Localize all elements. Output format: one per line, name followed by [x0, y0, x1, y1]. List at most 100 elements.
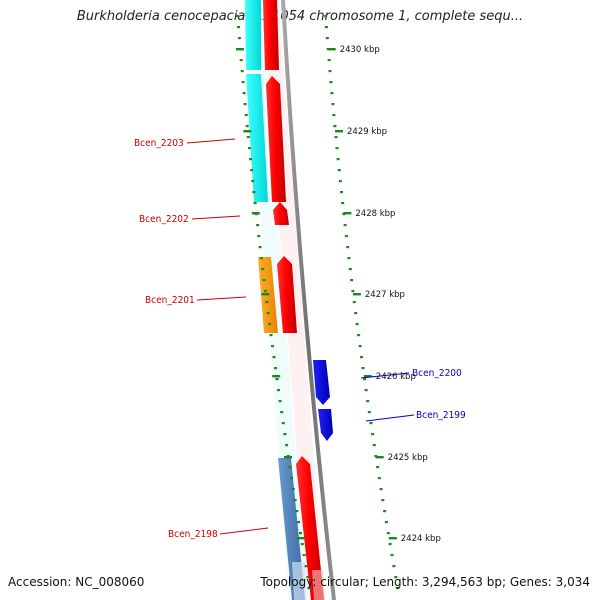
tick-dot-inner: [251, 180, 255, 183]
tick-major-outer: [335, 130, 343, 133]
tick-major-inner: [261, 293, 270, 296]
tick-dot-outer: [347, 257, 351, 260]
tick-dot-outer: [379, 488, 383, 491]
length-label: Length:: [372, 575, 419, 589]
tick-dot-inner: [295, 510, 299, 513]
tick-dot-inner: [299, 532, 302, 535]
cds-bcen-2204[interactable]: [263, 0, 279, 70]
genes-label: Genes:: [509, 575, 552, 589]
tick-dot-inner: [271, 345, 274, 348]
tick-label: 2427 kbp: [365, 290, 405, 300]
tick-dot-inner: [249, 158, 252, 161]
cds-bcen-2200[interactable]: [313, 360, 330, 405]
tick-dot-outer: [348, 268, 352, 271]
tick-dot-inner: [302, 554, 306, 557]
tick-dot-inner: [245, 125, 249, 128]
tick-dot-outer: [363, 378, 367, 381]
gene-label-bcen-2198[interactable]: Bcen_2198: [168, 529, 218, 540]
cds-bcen-2203[interactable]: [266, 76, 286, 202]
cds-bcen-2201[interactable]: [277, 256, 297, 333]
tick-dot-outer: [369, 422, 373, 425]
gene-label-bcen-2199[interactable]: Bcen_2199: [416, 410, 466, 421]
accession-label: Accession:: [8, 575, 72, 589]
tick-major-outer: [375, 456, 384, 459]
tick-dot-outer: [386, 532, 390, 535]
chromosome-backbone: [281, 0, 336, 600]
tick-dot-inner: [304, 565, 308, 568]
tick-dot-outer: [364, 389, 368, 392]
tick-major-inner: [272, 375, 281, 378]
tick-dot-outer: [338, 180, 342, 183]
topology-label: Topology:: [260, 575, 317, 589]
tick-major-outer: [352, 293, 361, 296]
tick-dot-outer: [358, 345, 362, 348]
tick-dot-inner: [288, 466, 292, 469]
tick-dot-outer: [331, 103, 335, 106]
tick-label: 2428 kbp: [355, 209, 395, 219]
tick-dot-inner: [259, 257, 263, 260]
tick-dot-outer: [336, 158, 340, 161]
tick-dot-outer: [372, 444, 376, 447]
cds-bcen-2198[interactable]: [296, 456, 325, 600]
tick-dot-outer: [381, 499, 385, 502]
tick-label: 2425 kbp: [388, 453, 428, 463]
tick-dot-outer: [383, 510, 387, 513]
tick-label: 2426 kbp: [376, 372, 416, 382]
tick-dot-outer: [377, 477, 381, 480]
tick-dot-inner: [247, 147, 251, 150]
tick-dot-inner: [290, 477, 294, 480]
tick-dot-inner: [239, 59, 243, 62]
tick-dot-outer: [333, 125, 337, 128]
tick-dot-outer: [371, 433, 375, 436]
gene-label-bcen-2203[interactable]: Bcen_2203: [134, 138, 184, 149]
tick-dot-inner: [275, 378, 279, 381]
tick-dot-outer: [334, 136, 338, 139]
tick-dot-outer: [384, 521, 388, 524]
tick-dot-outer: [376, 466, 380, 469]
tick-dot-inner: [285, 444, 289, 447]
tick-dot-inner: [236, 15, 240, 18]
tick-dot-outer: [340, 191, 343, 194]
tick-dot-outer: [335, 147, 339, 150]
tick-dot-inner: [262, 279, 266, 282]
gene-label-bcen-2200[interactable]: Bcen_2200: [412, 368, 462, 379]
tick-dot-inner: [256, 224, 260, 227]
tick-dot-outer: [390, 554, 394, 557]
tick-dot-outer: [337, 169, 341, 172]
tick-dot-inner: [246, 136, 250, 139]
feature-steelblue-bcen-2198[interactable]: [278, 458, 307, 600]
tick-major-outer: [388, 537, 397, 540]
tick-dot-outer: [388, 543, 392, 546]
cds-bcen-2202[interactable]: [273, 202, 289, 225]
tick-dot-inner: [257, 235, 261, 238]
tick-label: 2424 kbp: [401, 534, 441, 544]
tick-dots: [235, 15, 400, 590]
tick-dot-outer: [328, 70, 332, 73]
tick-dot-inner: [300, 543, 304, 546]
tick-dot-inner: [252, 191, 256, 194]
tick-dot-inner: [280, 411, 284, 414]
feature-cyan-bcen-2203[interactable]: [245, 0, 268, 202]
tick-dot-inner: [243, 103, 247, 106]
tick-dot-inner: [240, 70, 244, 73]
gene-label-bcen-2201[interactable]: Bcen_2201: [145, 295, 195, 306]
genes-value: 3,034: [555, 575, 590, 589]
tick-major-inner: [297, 537, 305, 540]
tick-dot-inner: [265, 301, 269, 304]
sequence-stats: Topology: circular; Length: 3,294,563 bp…: [260, 575, 590, 589]
tick-dot-inner: [241, 81, 245, 84]
tick-dot-inner: [258, 246, 262, 249]
tick-label: 2429 kbp: [347, 127, 387, 137]
tick-dot-outer: [343, 224, 347, 227]
tick-major-inner: [284, 456, 292, 459]
tick-dot-outer: [324, 26, 328, 29]
tick-dot-outer: [332, 114, 336, 117]
tick-dot-inner: [272, 356, 276, 359]
tick-labels: 2430 kbp 2429 kbp 2428 kbp 2427 kbp 2426 kbp…: [340, 45, 441, 544]
tick-dot-outer: [360, 356, 363, 359]
tick-dot-inner: [306, 576, 310, 579]
tick-dot-outer: [341, 202, 345, 205]
cds-bcen-2199[interactable]: [318, 409, 333, 441]
gene-label-bcen-2202[interactable]: Bcen_2202: [139, 214, 189, 225]
